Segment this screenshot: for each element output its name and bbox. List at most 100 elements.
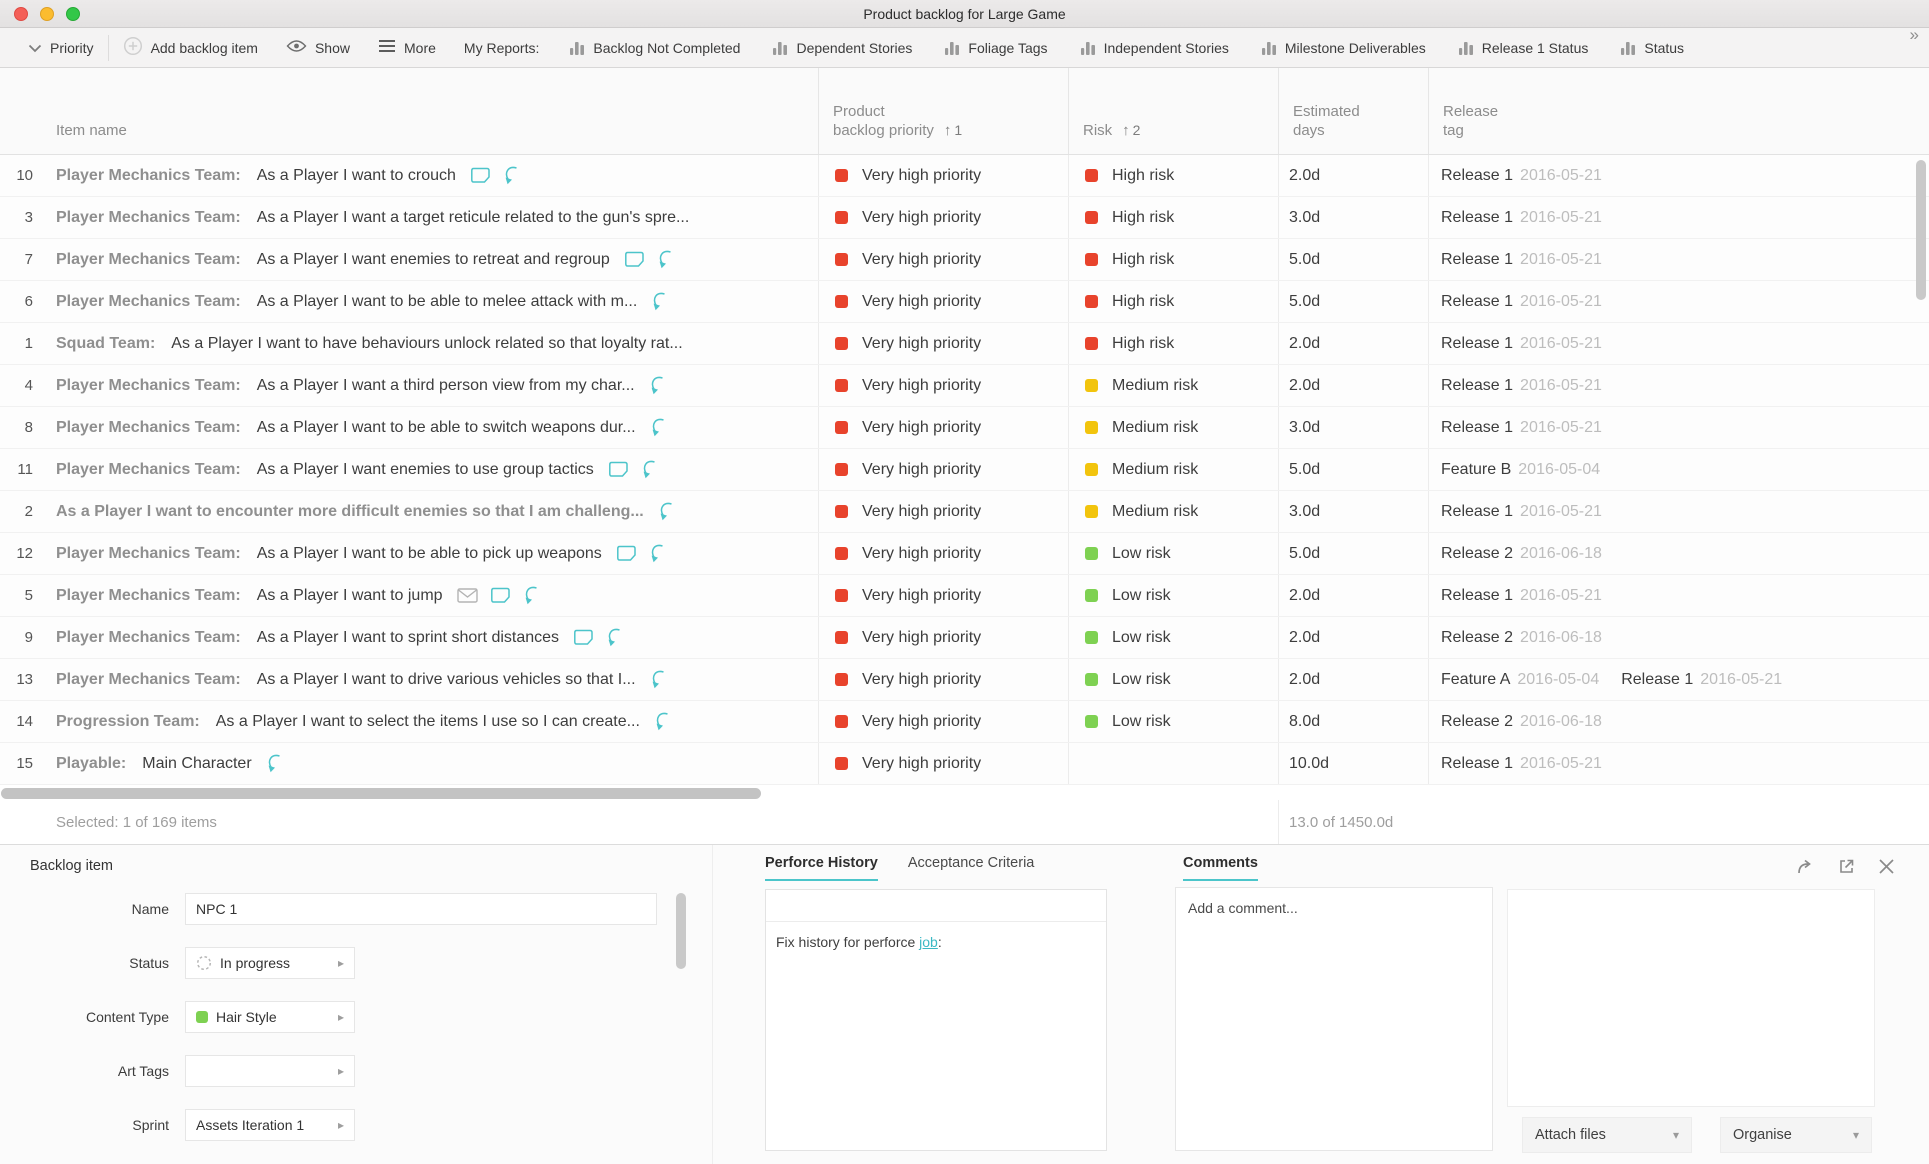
report-button[interactable]: Dependent Stories xyxy=(756,39,928,56)
table-row[interactable]: 5 Player Mechanics Team: As a Player I wan… xyxy=(0,575,1929,617)
priority-label: Very high priority xyxy=(862,376,982,394)
table-row[interactable]: 7 Player Mechanics Team: As a Player I wan… xyxy=(0,239,1929,281)
table-row[interactable]: 15 Playable: Main Character Very high prior… xyxy=(0,743,1929,785)
table-row[interactable]: 2 As a Player I want to encounter more di… xyxy=(0,491,1929,533)
release-name: Feature A xyxy=(1441,670,1511,688)
item-name-cell[interactable]: Player Mechanics Team: As a Player I want… xyxy=(42,155,818,196)
table-row[interactable]: 14 Progression Team: As a Player I want to… xyxy=(0,701,1929,743)
table-row[interactable]: 4 Player Mechanics Team: As a Player I wan… xyxy=(0,365,1929,407)
item-title: As a Player I want to be able to pick up… xyxy=(256,544,602,562)
attach-files-button[interactable]: Attach files ▾ xyxy=(1522,1117,1692,1153)
tab-acceptance-criteria[interactable]: Acceptance Criteria xyxy=(907,855,1035,871)
zoom-window-button[interactable] xyxy=(66,7,80,21)
table-row[interactable]: 10 Player Mechanics Team: As a Player I wa… xyxy=(0,155,1929,197)
column-header-estimated-days[interactable]: Estimated days xyxy=(1278,68,1428,154)
item-name-cell[interactable]: Player Mechanics Team: As a Player I want… xyxy=(42,407,818,448)
table-row[interactable]: 8 Player Mechanics Team: As a Player I wan… xyxy=(0,407,1929,449)
item-name-cell[interactable]: Player Mechanics Team: As a Player I want… xyxy=(42,617,818,658)
minimize-window-button[interactable] xyxy=(40,7,54,21)
risk-color-square xyxy=(1085,673,1098,686)
open-in-window-icon[interactable] xyxy=(1837,857,1856,876)
row-number: 5 xyxy=(24,587,33,604)
item-icons xyxy=(616,543,666,564)
report-button[interactable]: Foliage Tags xyxy=(928,39,1063,56)
add-comment-placeholder[interactable]: Add a comment... xyxy=(1188,900,1298,916)
item-name-cell[interactable]: Player Mechanics Team: As a Player I want… xyxy=(42,197,818,238)
report-button[interactable]: Independent Stories xyxy=(1064,39,1245,56)
item-name-cell[interactable]: Player Mechanics Team: As a Player I want… xyxy=(42,449,818,490)
release-name: Release 1 xyxy=(1441,586,1514,604)
item-name-cell[interactable]: Player Mechanics Team: As a Player I want… xyxy=(42,659,818,700)
close-window-button[interactable] xyxy=(14,7,28,21)
content-type-dropdown[interactable]: Hair Style ▸ xyxy=(185,1001,355,1033)
vertical-scrollbar[interactable] xyxy=(1916,160,1926,300)
item-name-cell[interactable]: Player Mechanics Team: As a Player I want… xyxy=(42,239,818,280)
column-header-item-name[interactable]: Item name xyxy=(56,122,127,139)
report-button-label: Status xyxy=(1644,39,1685,56)
perforce-job-link[interactable]: job xyxy=(919,934,938,950)
bar-chart-icon xyxy=(944,39,960,56)
release-name: Release 2 xyxy=(1441,628,1514,646)
item-team-prefix: Player Mechanics Team: xyxy=(56,250,241,268)
item-name-cell[interactable]: Progression Team: As a Player I want to s… xyxy=(42,701,818,742)
item-name-cell[interactable]: Player Mechanics Team: As a Player I want… xyxy=(42,281,818,322)
item-name-cell[interactable]: Playable: Main Character xyxy=(42,743,818,784)
column-header-priority[interactable]: Product backlog priority ↑ 1 xyxy=(818,68,1068,154)
risk-color-square xyxy=(1085,295,1098,308)
add-backlog-item-button[interactable]: Add backlog item xyxy=(109,28,272,67)
risk-color-square xyxy=(1085,211,1098,224)
form-scrollbar[interactable] xyxy=(676,893,686,969)
undock-panel-icon[interactable] xyxy=(1796,857,1815,876)
column-header-risk[interactable]: Risk ↑ 2 xyxy=(1068,68,1278,154)
report-button[interactable]: Milestone Deliverables xyxy=(1245,39,1442,56)
tab-perforce-history[interactable]: Perforce History xyxy=(765,855,878,881)
status-dropdown[interactable]: In progress ▸ xyxy=(185,947,355,979)
item-name-cell[interactable]: Player Mechanics Team: As a Player I want… xyxy=(42,575,818,616)
priority-label: Very high priority xyxy=(862,208,982,226)
item-name-cell[interactable]: Squad Team: As a Player I want to have be… xyxy=(42,323,818,364)
column-header-release-tag[interactable]: Release tag xyxy=(1428,68,1929,154)
report-button[interactable]: Status xyxy=(1604,39,1700,56)
sprint-dropdown[interactable]: Assets Iteration 1 ▸ xyxy=(185,1109,355,1141)
organise-button[interactable]: Organise ▾ xyxy=(1720,1117,1872,1153)
priority-dropdown[interactable]: Priority xyxy=(14,28,108,67)
item-team-prefix: Player Mechanics Team: xyxy=(56,460,241,478)
close-panel-icon[interactable] xyxy=(1878,858,1895,875)
report-button-label: Milestone Deliverables xyxy=(1284,39,1426,56)
risk-label: Low risk xyxy=(1112,586,1171,604)
show-button[interactable]: Show xyxy=(272,28,364,67)
report-button[interactable]: Release 1 Status xyxy=(1442,39,1605,56)
item-name-cell[interactable]: Player Mechanics Team: As a Player I want… xyxy=(42,533,818,574)
more-button[interactable]: More xyxy=(364,28,450,67)
item-name-cell[interactable]: Player Mechanics Team: As a Player I want… xyxy=(42,365,818,406)
report-button[interactable]: Backlog Not Completed xyxy=(553,39,756,56)
table-row[interactable]: 6 Player Mechanics Team: As a Player I wan… xyxy=(0,281,1929,323)
art-tags-dropdown[interactable]: ▸ xyxy=(185,1055,355,1087)
table-row[interactable]: 12 Player Mechanics Team: As a Player I wa… xyxy=(0,533,1929,575)
horizontal-scrollbar[interactable] xyxy=(1,788,761,799)
risk-label: Low risk xyxy=(1112,712,1171,730)
sprint-commit-icon xyxy=(606,627,623,648)
field-label: Name xyxy=(131,901,169,917)
priority-cell: Very high priority xyxy=(818,659,1068,700)
table-row[interactable]: 3 Player Mechanics Team: As a Player I wan… xyxy=(0,197,1929,239)
release-tag-cell: Release 1 2016-05-21 xyxy=(1428,575,1929,616)
priority-color-square xyxy=(835,547,848,560)
comments-list[interactable]: Add a comment... xyxy=(1175,887,1493,1151)
window-title: Product backlog for Large Game xyxy=(863,5,1066,22)
sprint-commit-icon xyxy=(523,585,540,606)
risk-label: High risk xyxy=(1112,166,1175,184)
release-date: 2016-05-21 xyxy=(1520,586,1602,604)
table-row[interactable]: 11 Player Mechanics Team: As a Player I wa… xyxy=(0,449,1929,491)
table-row[interactable]: 1 Squad Team: As a Player I want to have b… xyxy=(0,323,1929,365)
release-tag: Release 1 2016-05-21 xyxy=(1441,335,1602,353)
name-field[interactable]: NPC 1 xyxy=(185,893,657,925)
release-date: 2016-05-21 xyxy=(1520,250,1602,268)
priority-color-square xyxy=(835,673,848,686)
comment-compose-area[interactable] xyxy=(1507,889,1875,1107)
table-row[interactable]: 9 Player Mechanics Team: As a Player I wan… xyxy=(0,617,1929,659)
toolbar-overflow-chevrons[interactable]: » xyxy=(1909,25,1919,44)
table-row[interactable]: 13 Player Mechanics Team: As a Player I wa… xyxy=(0,659,1929,701)
item-name-cell[interactable]: As a Player I want to encounter more dif… xyxy=(42,491,818,532)
